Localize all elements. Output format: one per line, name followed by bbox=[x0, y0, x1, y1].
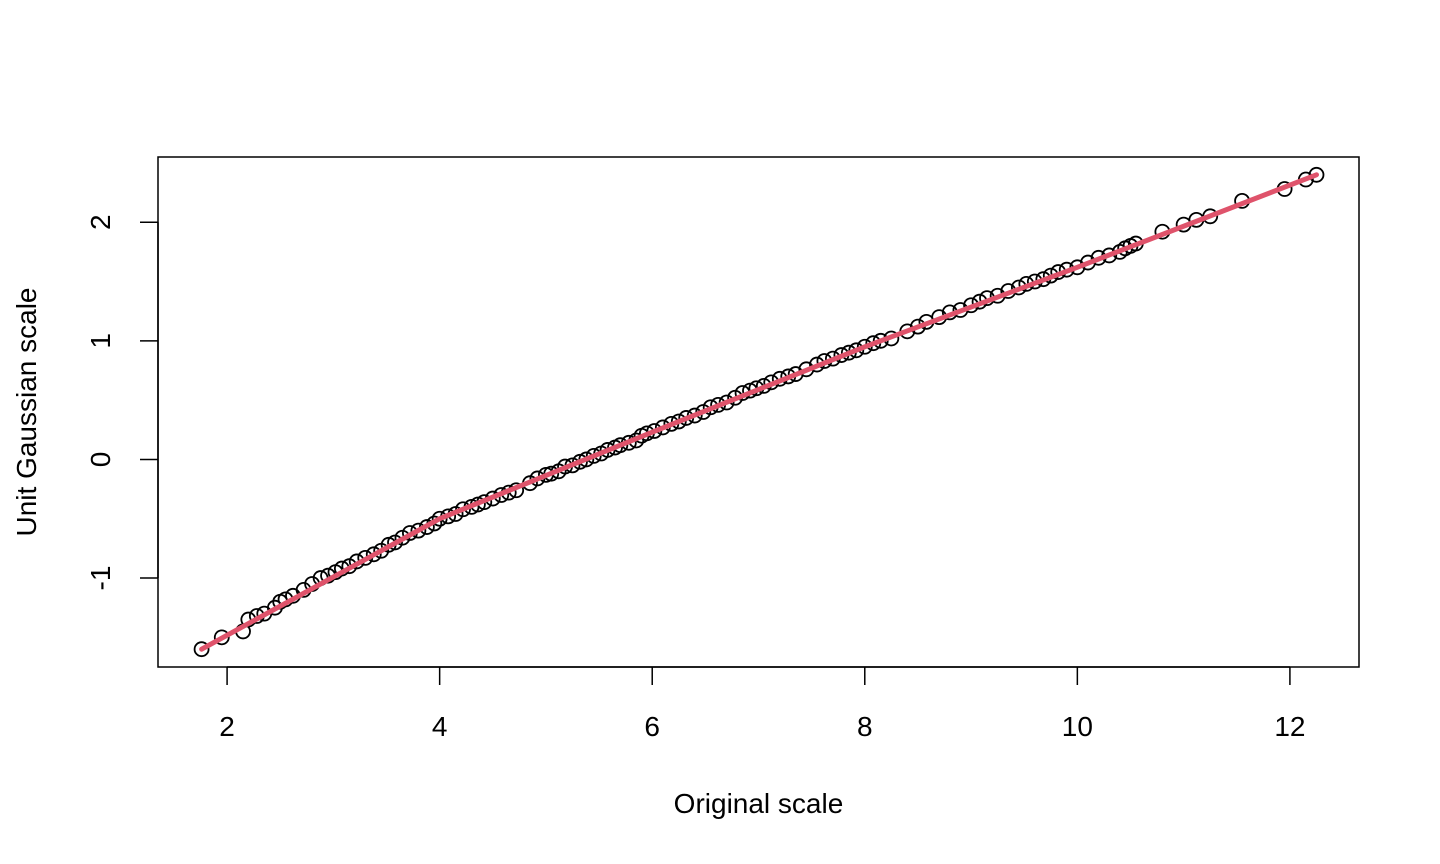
fit-line bbox=[199, 172, 1319, 652]
data-point bbox=[612, 437, 629, 454]
fit-line-layer bbox=[199, 172, 1319, 652]
x-tick-label: 6 bbox=[644, 711, 660, 742]
plot-frame bbox=[157, 156, 1360, 668]
y-axis-title: Unit Gaussian scale bbox=[11, 287, 42, 536]
y-tick-label: 0 bbox=[85, 452, 116, 468]
x-tick-label: 10 bbox=[1062, 711, 1093, 742]
x-tick-label: 12 bbox=[1274, 711, 1305, 742]
y-tick-label: 2 bbox=[85, 214, 116, 230]
data-point bbox=[670, 413, 687, 430]
x-tick-label: 2 bbox=[219, 711, 235, 742]
data-point bbox=[848, 342, 865, 359]
x-axis: 2 4 6 8 10 12 bbox=[219, 666, 1305, 742]
data-point bbox=[585, 447, 602, 464]
data-point bbox=[1308, 166, 1325, 183]
x-tick-label: 8 bbox=[857, 711, 873, 742]
y-axis: -1 0 1 2 bbox=[85, 214, 159, 591]
data-point bbox=[455, 501, 471, 518]
data-point bbox=[193, 641, 210, 658]
points-layer bbox=[193, 166, 1325, 658]
data-point bbox=[213, 629, 230, 646]
data-point bbox=[431, 510, 448, 527]
y-tick-label: 1 bbox=[85, 333, 116, 349]
x-tick-label: 4 bbox=[432, 711, 448, 742]
data-point bbox=[410, 522, 427, 539]
y-tick-label: -1 bbox=[85, 566, 116, 591]
x-axis-title: Original scale bbox=[674, 788, 844, 819]
data-point bbox=[365, 546, 382, 563]
